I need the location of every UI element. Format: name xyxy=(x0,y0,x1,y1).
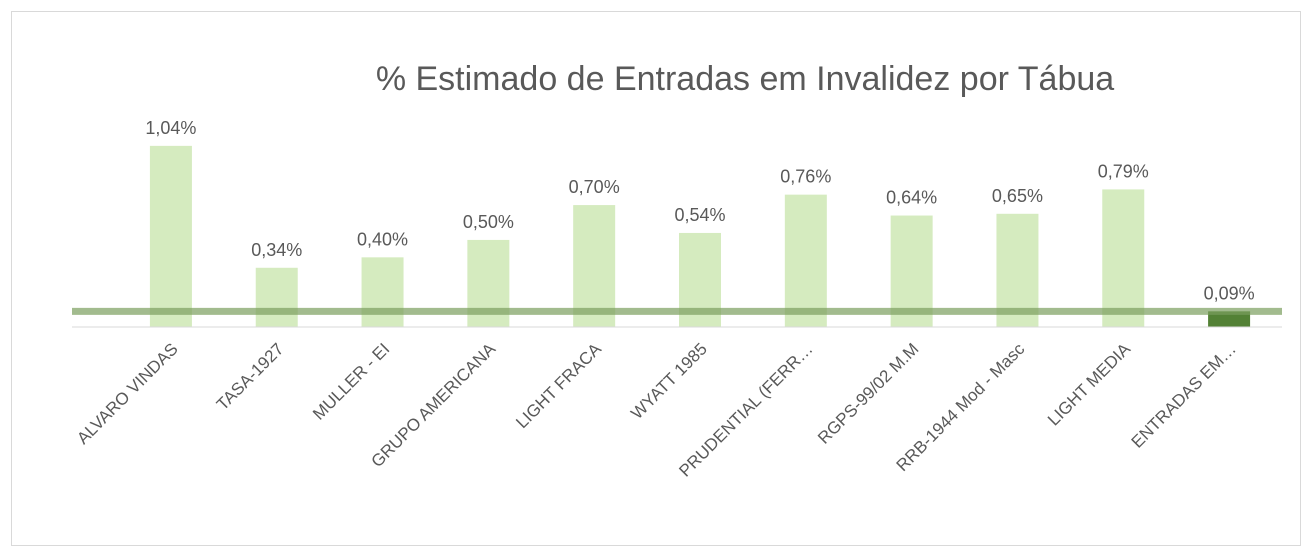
bar xyxy=(361,257,404,327)
value-label: 0,76% xyxy=(780,167,831,187)
value-label: 0,09% xyxy=(1204,283,1255,303)
value-label: 0,40% xyxy=(357,229,408,249)
chart-title: % Estimado de Entradas em Invalidez por … xyxy=(376,60,1114,98)
value-label: 0,65% xyxy=(992,186,1043,206)
bar xyxy=(1208,311,1251,327)
bar xyxy=(255,267,298,327)
value-label: 0,34% xyxy=(251,240,302,260)
value-label: 0,54% xyxy=(674,205,725,225)
value-label: 1,04% xyxy=(145,118,196,138)
bar xyxy=(573,205,616,327)
chart-border xyxy=(11,11,1301,546)
value-label: 0,79% xyxy=(1098,161,1149,181)
bar xyxy=(784,194,827,327)
bar xyxy=(1102,189,1145,327)
value-label: 0,64% xyxy=(886,188,937,208)
value-label: 0,70% xyxy=(569,177,620,197)
bar xyxy=(149,145,192,327)
value-label: 0,50% xyxy=(463,212,514,232)
